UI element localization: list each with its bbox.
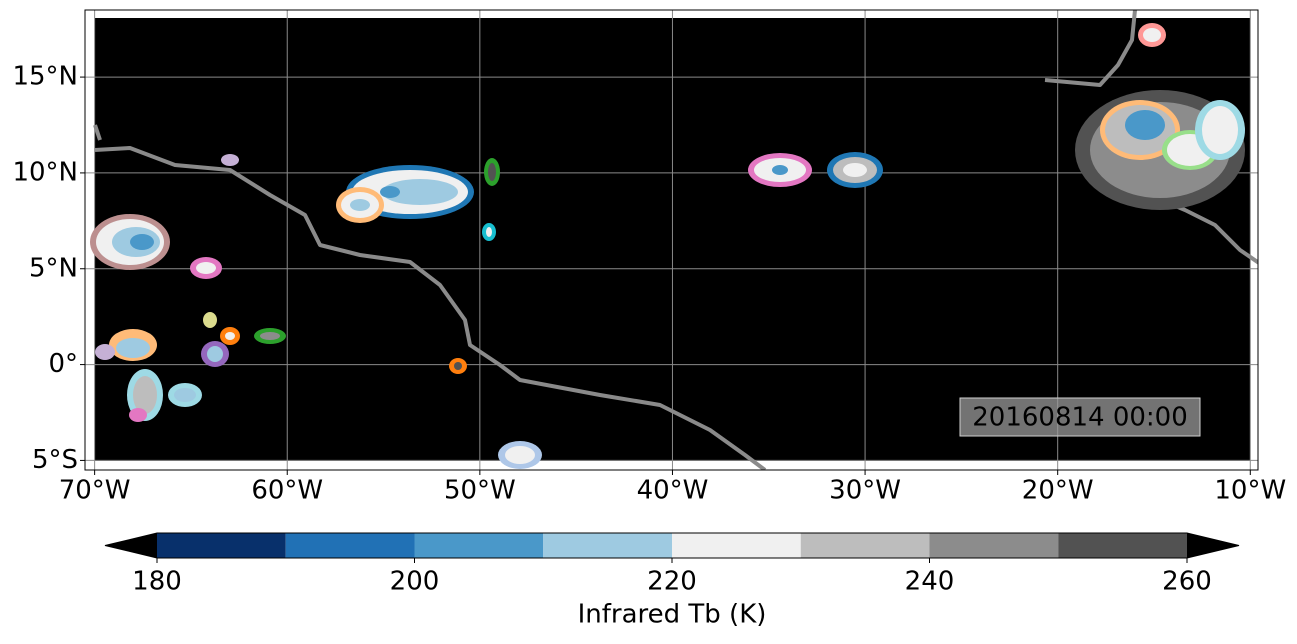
grid [85, 10, 1258, 470]
y-tick-label: 5°S [32, 445, 78, 475]
colorbar-tick-label: 220 [647, 567, 697, 597]
x-tick-label: 30°W [829, 476, 901, 506]
timestamp: 20160814 00:00 [972, 403, 1188, 433]
map-frame [84, 9, 1259, 471]
cloud-contours [90, 23, 1245, 469]
colorbar-segment [157, 533, 286, 558]
colorbar-segment [1058, 533, 1187, 558]
y-tick-label: 0° [48, 349, 78, 379]
x-tick-label: 70°W [59, 476, 131, 506]
colorbar-segment [543, 533, 672, 558]
colorbar-tick-label: 180 [132, 567, 182, 597]
y-tick-label: 10°N [12, 157, 78, 187]
y-tick-label: 15°N [12, 62, 78, 92]
x-tick-label: 60°W [251, 476, 323, 506]
colorbar-tick-label: 260 [1162, 567, 1212, 597]
axis-ticks: 70°W 60°W 50°W 40°W 30°W 20°W 10°W 5°S 0° 5°N 10°N… [12, 62, 1286, 506]
colorbar-segment [929, 533, 1059, 558]
x-tick-label: 20°W [1022, 476, 1094, 506]
colorbar-segment [800, 533, 930, 558]
x-tick-label: 50°W [444, 476, 516, 506]
colorbar: 180 200 220 240 260 [104, 532, 1240, 597]
colorbar-segment [672, 533, 801, 558]
colorbar-segment [285, 533, 415, 558]
colorbar-under [105, 533, 157, 558]
x-tick-label: 40°W [637, 476, 709, 506]
colorbar-over [1187, 533, 1239, 558]
x-tick-label: 10°W [1214, 476, 1286, 506]
colorbar-tick-label: 200 [390, 567, 440, 597]
map-area: 20160814 00:00 [85, 10, 1258, 470]
timestamp-box [959, 397, 1201, 437]
colorbar-tick-label: 240 [905, 567, 955, 597]
coastlines [93, 10, 1258, 470]
colorbar-segment [414, 533, 544, 558]
y-tick-label: 5°N [29, 253, 78, 283]
colorbar-label: Infrared Tb (K) [578, 600, 767, 630]
